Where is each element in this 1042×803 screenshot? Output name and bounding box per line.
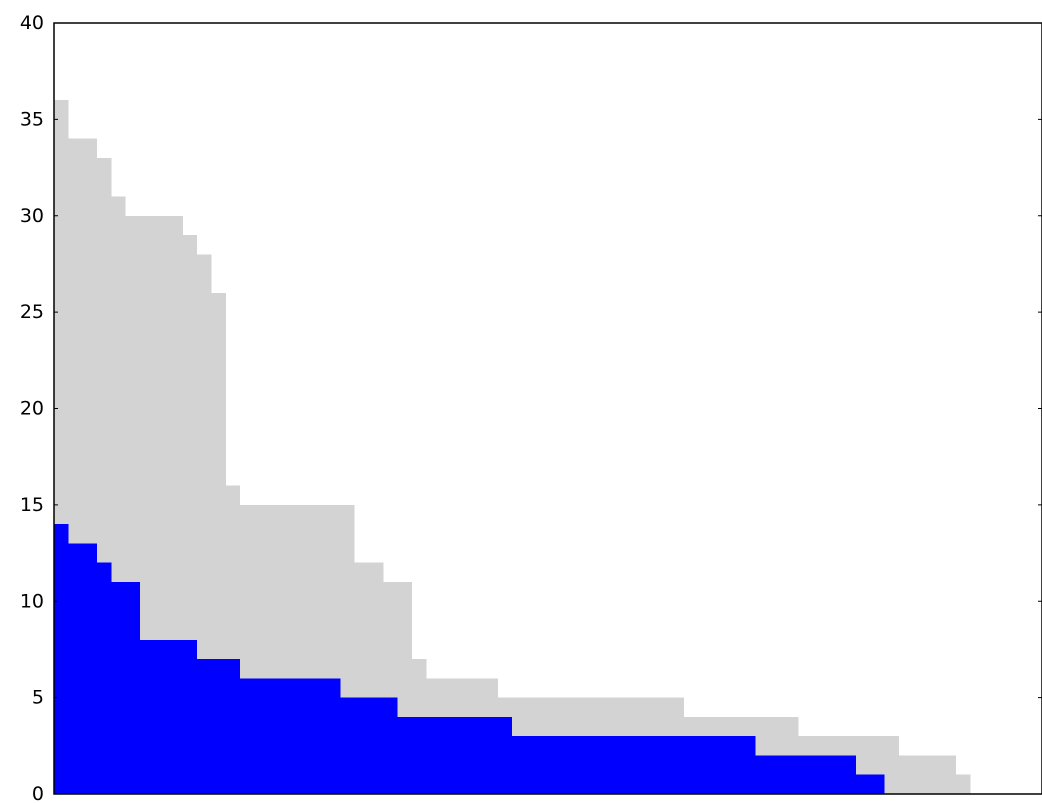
y-axis: 0 5 10 15 20 25 30 35 40	[20, 12, 1042, 803]
y-tick-label: 0	[32, 783, 44, 803]
y-tick-label: 40	[20, 12, 44, 34]
series-1-area	[54, 100, 971, 795]
series-2-area	[54, 524, 885, 794]
y-tick-label: 30	[20, 205, 44, 227]
y-tick-label: 5	[32, 687, 44, 709]
y-tick-label: 35	[20, 108, 44, 130]
y-tick-label: 25	[20, 301, 44, 323]
series-layer	[54, 100, 971, 795]
y-tick-label: 15	[20, 494, 44, 516]
y-tick-label: 20	[20, 398, 44, 420]
y-tick-label: 10	[20, 590, 44, 612]
